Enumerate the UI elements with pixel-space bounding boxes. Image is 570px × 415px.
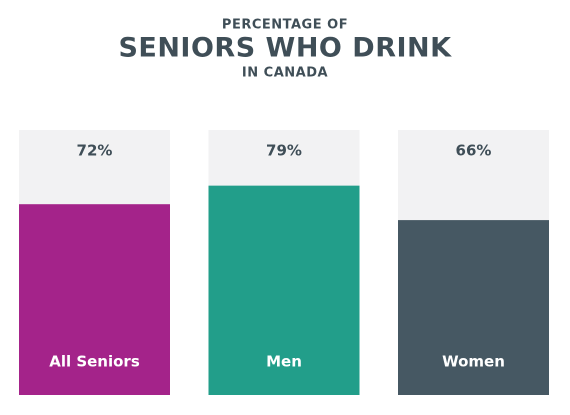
bar: [19, 204, 170, 395]
bar: [208, 185, 360, 395]
bar: [398, 220, 549, 395]
value-label: 79%: [266, 142, 302, 160]
value-label: 66%: [456, 142, 492, 160]
category-label: Men: [266, 353, 302, 371]
chart-pretitle: PERCENTAGE OF: [222, 18, 348, 33]
chart-subtitle: IN CANADA: [242, 66, 328, 81]
category-label: Women: [442, 353, 505, 371]
chart-title: SENIORS WHO DRINK: [118, 33, 452, 64]
category-label: All Seniors: [49, 353, 140, 371]
value-label: 72%: [77, 142, 113, 160]
